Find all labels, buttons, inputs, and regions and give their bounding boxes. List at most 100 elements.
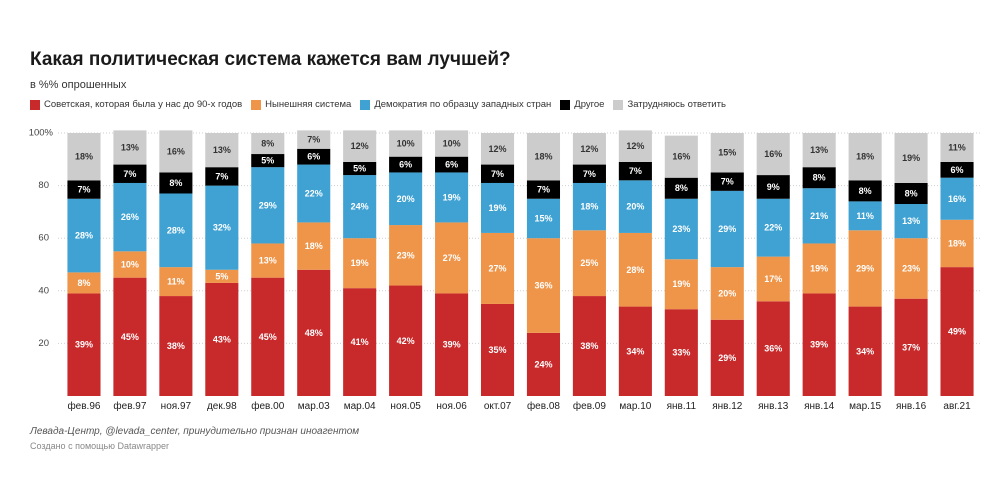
bar-segment: [435, 130, 469, 157]
source-note: Левада-Центр, @levada_center, принудител…: [30, 426, 360, 437]
bar-segment: [710, 319, 744, 396]
value-label: 18%: [534, 152, 552, 162]
bar-segment: [297, 222, 331, 270]
value-label: 7%: [215, 171, 228, 181]
bar-segment: [113, 251, 147, 278]
bar-segment: [848, 133, 882, 181]
bar-segment: [113, 277, 147, 396]
value-label: 8%: [169, 178, 182, 188]
value-label: 8%: [859, 186, 872, 196]
x-tick-label: ноя.97: [161, 401, 192, 412]
x-tick-label: ноя.06: [436, 401, 467, 412]
bar-segment: [848, 180, 882, 202]
value-label: 9%: [767, 182, 780, 192]
value-label: 18%: [580, 202, 598, 212]
value-label: 12%: [580, 144, 598, 154]
bar-segment: [894, 204, 928, 239]
value-label: 11%: [167, 277, 185, 287]
legend-label: Демократия по образцу западных стран: [374, 99, 552, 110]
bar-segment: [894, 298, 928, 396]
value-label: 23%: [397, 250, 415, 260]
legend-label: Советская, которая была у нас до 90-х го…: [44, 99, 243, 110]
x-tick-label: мар.15: [849, 401, 881, 412]
bar-stack: 24% 36% 15% 7% 18%: [526, 133, 561, 396]
bar-segment: [710, 172, 744, 191]
value-label: 16%: [948, 194, 966, 204]
bar-segment: [710, 190, 744, 268]
value-label: 39%: [810, 340, 828, 350]
bar-segment: [251, 167, 285, 244]
value-label: 13%: [259, 256, 277, 266]
value-label: 42%: [397, 336, 415, 346]
bar-segment: [159, 172, 193, 194]
value-label: 13%: [902, 216, 920, 226]
value-label: 20%: [626, 202, 644, 212]
value-label: 7%: [307, 135, 320, 145]
value-label: 39%: [75, 340, 93, 350]
bar-segment: [67, 133, 101, 181]
value-label: 19%: [672, 279, 690, 289]
value-label: 18%: [856, 152, 874, 162]
value-label: 48%: [305, 328, 323, 338]
bar-segment: [343, 288, 377, 396]
value-label: 12%: [489, 144, 507, 154]
y-tick-label: 40: [38, 285, 49, 296]
value-label: 24%: [534, 359, 552, 369]
bar-stack: 34% 28% 20% 7% 12%: [618, 130, 652, 396]
bar-segment: [205, 269, 239, 283]
bar-segment: [159, 296, 193, 396]
x-tick-label: окт.07: [484, 401, 512, 412]
bar-segment: [618, 130, 652, 162]
bar-segment: [940, 177, 974, 220]
bar-segment: [297, 269, 331, 396]
bar-segment: [343, 238, 377, 289]
y-tick-label: 100%: [29, 128, 54, 139]
bar-segment: [526, 133, 561, 181]
x-tick-label: дек.98: [207, 401, 237, 412]
bar-segment: [618, 306, 652, 396]
legend-label: Другое: [574, 99, 605, 110]
bar-stack: 38% 25% 18% 7% 12%: [572, 133, 606, 396]
bar-segment: [67, 293, 101, 396]
bar-segment: [664, 309, 698, 396]
bar-segment: [848, 201, 882, 231]
bar-segment: [389, 172, 423, 226]
bar-stack: 38% 11% 28% 8% 16%: [159, 130, 193, 396]
bar-stack: 45% 13% 29% 5% 8%: [251, 133, 285, 396]
value-label: 49%: [948, 327, 966, 337]
bar-segment: [205, 185, 239, 270]
bar-segment: [435, 222, 469, 294]
value-label: 16%: [672, 152, 690, 162]
value-label: 23%: [672, 224, 690, 234]
bar-segment: [940, 133, 974, 162]
value-label: 16%: [167, 146, 185, 156]
bar-segment: [205, 133, 239, 168]
value-label: 7%: [491, 169, 504, 179]
value-label: 38%: [167, 341, 185, 351]
bar-segment: [435, 156, 469, 173]
value-label: 21%: [810, 211, 828, 221]
bar-segment: [159, 267, 193, 297]
value-label: 11%: [948, 142, 966, 152]
bar-segment: [572, 133, 606, 165]
legend-item-democracy: Демократия по образцу западных стран: [360, 99, 551, 110]
bar-stack: 35% 27% 19% 7% 12%: [480, 133, 515, 396]
value-label: 38%: [580, 341, 598, 351]
legend-label: Нынешняя система: [265, 99, 352, 110]
value-label: 8%: [675, 183, 688, 193]
value-label: 34%: [856, 346, 874, 356]
value-label: 22%: [764, 223, 782, 233]
value-label: 35%: [489, 345, 507, 355]
value-label: 23%: [902, 263, 920, 273]
value-label: 37%: [902, 342, 920, 352]
value-label: 8%: [813, 173, 826, 183]
bar-segment: [297, 130, 331, 149]
x-tick-label: мар.10: [619, 401, 651, 412]
bar-segment: [389, 130, 423, 157]
bar-segment: [67, 272, 101, 294]
value-label: 6%: [951, 165, 964, 175]
bar-segment: [802, 293, 836, 396]
bar-segment: [389, 156, 423, 173]
value-label: 19%: [443, 192, 461, 202]
